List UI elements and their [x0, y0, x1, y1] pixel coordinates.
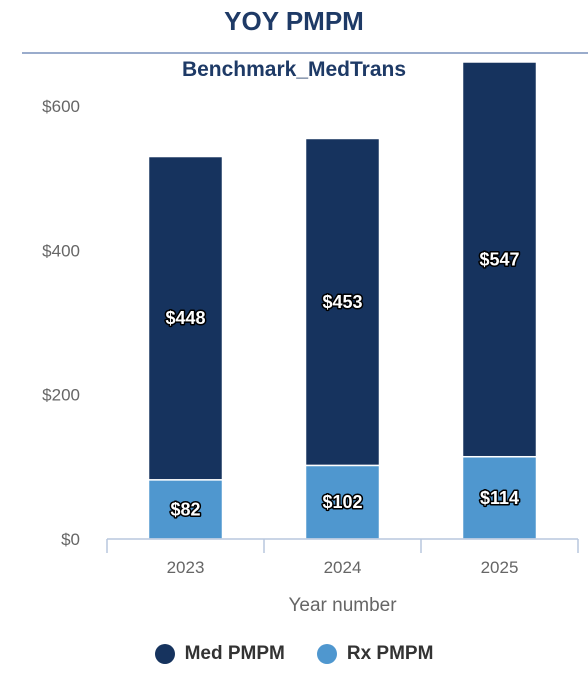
legend-label-rx-pmpm: Rx PMPM: [346, 643, 434, 664]
x-axis: 2023 2024 2025 Year number: [106, 538, 579, 616]
data-label-rx-pmpm-2023: $82: [170, 499, 200, 519]
legend-swatch-rx-pmpm: [316, 644, 337, 664]
y-tick-label: $200: [42, 386, 80, 405]
bar-med-pmpm-2024[interactable]: [304, 137, 381, 467]
legend-item-rx-pmpm[interactable]: Rx PMPM: [316, 643, 434, 665]
data-label-med-pmpm-2023: $448: [165, 308, 205, 328]
y-tick-label: $0: [61, 530, 80, 549]
data-label-med-pmpm-2025: $547: [479, 249, 519, 269]
legend: Med PMPM Rx PMPM: [0, 643, 588, 665]
y-tick-label: $400: [42, 241, 80, 260]
y-tick-label: $600: [42, 97, 80, 116]
legend-label-med-pmpm: Med PMPM: [184, 643, 285, 664]
bar-med-pmpm-2023[interactable]: [147, 155, 224, 481]
chart-title: YOY PMPM: [224, 6, 364, 36]
legend-swatch-med-pmpm: [154, 644, 175, 664]
bar-med-pmpm-2025[interactable]: [461, 61, 538, 458]
x-tick-label: 2025: [481, 558, 519, 577]
legend-item-med-pmpm[interactable]: Med PMPM: [154, 643, 285, 665]
data-label-rx-pmpm-2025: $114: [480, 488, 519, 508]
data-label-rx-pmpm-2024: $102: [322, 492, 362, 512]
x-tick-label: 2024: [324, 558, 362, 577]
bars: [147, 61, 538, 540]
y-axis: $0 $200 $400 $600: [42, 97, 80, 549]
bar-rx-pmpm-2023[interactable]: [147, 479, 224, 540]
x-axis-title: Year number: [288, 595, 397, 616]
data-label-med-pmpm-2024: $453: [322, 292, 362, 312]
chart-subtitle: Benchmark_MedTrans: [181, 58, 407, 81]
title-divider: [22, 52, 588, 54]
data-labels: $82 $448 $102 $453 $114 $547: [164, 248, 521, 521]
x-tick-label: 2023: [167, 558, 205, 577]
stacked-bar-chart: $0 $200 $400 $600 $82 $448 $102 $453 $114 $547 2…: [42, 61, 579, 616]
